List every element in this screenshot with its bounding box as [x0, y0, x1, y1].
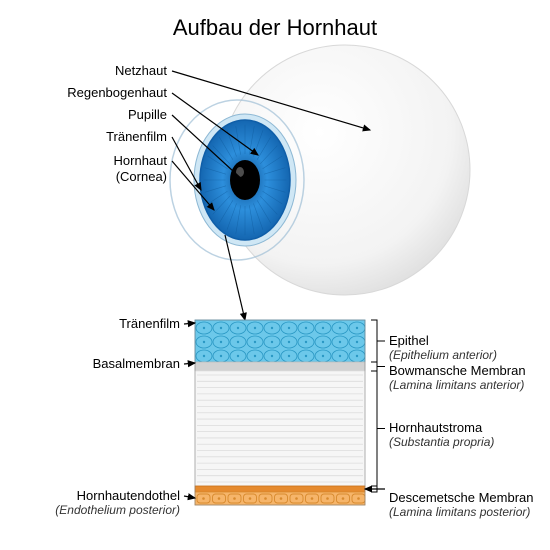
- svg-text:(Endothelium posterior): (Endothelium posterior): [55, 503, 180, 517]
- layer-stroma: [195, 371, 365, 486]
- diagram-title: Aufbau der Hornhaut: [173, 15, 377, 40]
- eye-label: Tränenfilm: [106, 129, 167, 144]
- svg-text:(Epithelium anterior): (Epithelium anterior): [389, 348, 497, 362]
- layer-label-left: Hornhautendothel: [77, 488, 180, 503]
- diagram-canvas: Aufbau der Hornhaut Netzhaut Regenbogenhau…: [0, 0, 550, 550]
- layer-label-left: Tränenfilm: [119, 316, 180, 331]
- layer-label-right: Bowmansche Membran: [389, 363, 526, 378]
- layer-label-right: Hornhautstroma: [389, 420, 483, 435]
- layer-label-right: Epithel: [389, 333, 429, 348]
- layer-descemet: [195, 486, 365, 492]
- pupil: [230, 160, 260, 200]
- eye-label: Regenbogenhaut: [67, 85, 167, 100]
- svg-text:(Lamina limitans posterior): (Lamina limitans posterior): [389, 505, 530, 519]
- layer-label-right: Descemetsche Membran: [389, 490, 534, 505]
- eye-label: Netzhaut: [115, 63, 167, 78]
- svg-text:(Lamina limitans anterior): (Lamina limitans anterior): [389, 378, 524, 392]
- eye-label: Hornhaut: [114, 153, 168, 168]
- eye-label: (Cornea): [116, 169, 167, 184]
- layer-bowman: [195, 362, 365, 371]
- layer-label-left: Basalmembran: [93, 356, 180, 371]
- eye-label: Pupille: [128, 107, 167, 122]
- svg-text:(Substantia propria): (Substantia propria): [389, 435, 494, 449]
